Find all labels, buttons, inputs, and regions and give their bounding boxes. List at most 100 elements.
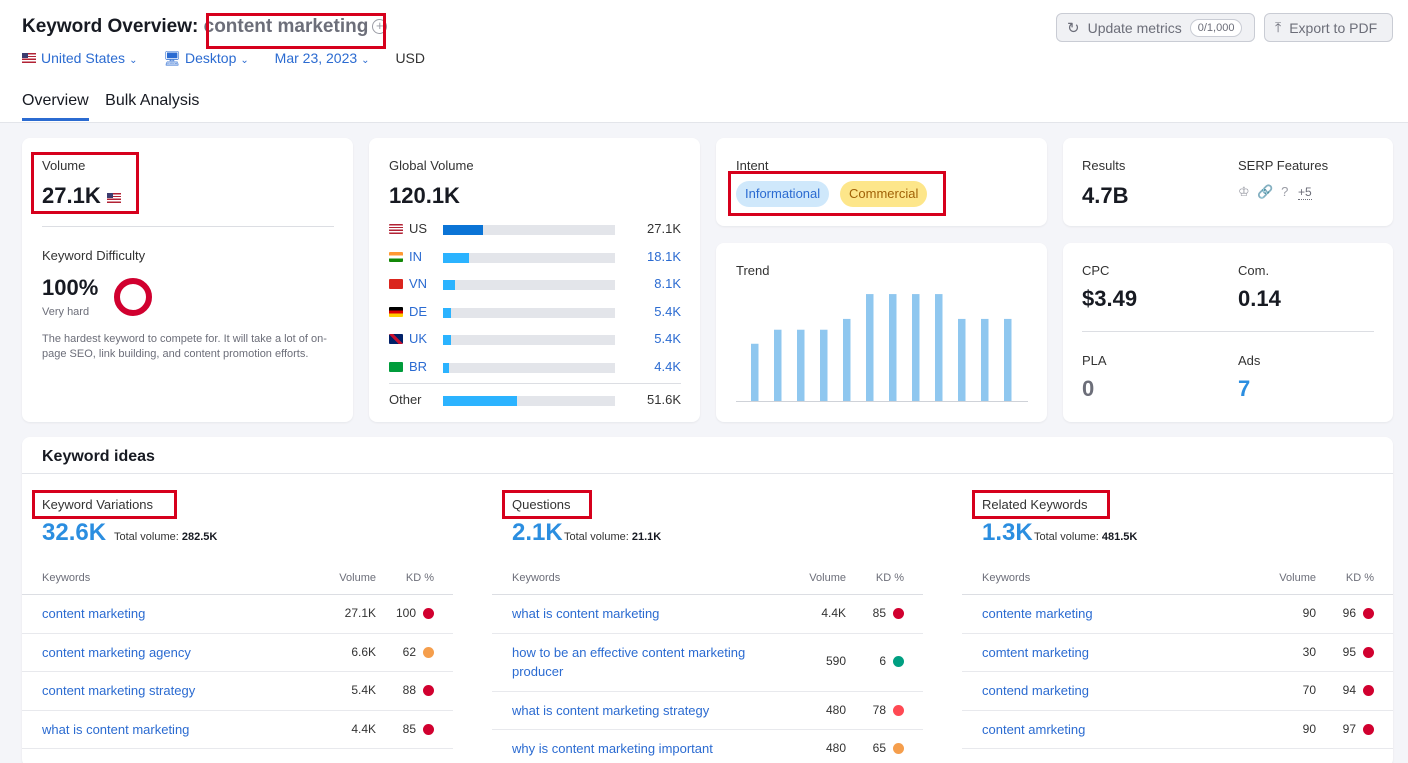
com-value: 0.14 [1238,286,1281,311]
br-flag-icon [389,362,403,372]
ideas-count[interactable]: 1.3K [982,519,1033,546]
divider [389,383,681,384]
trend-bar[interactable] [935,294,943,401]
add-keyword-icon[interactable]: + [372,19,388,34]
trend-bar[interactable] [866,294,874,401]
trend-bar[interactable] [912,294,920,401]
total-volume: Total volume: 21.1K [564,531,661,543]
tab-bulk-analysis[interactable]: Bulk Analysis [105,92,200,109]
total-volume-label: Total volume: [1034,531,1099,543]
bar-fill [443,225,483,235]
trend-bar[interactable] [843,318,851,401]
global-volume-value: 120.1K [389,183,460,208]
keyword-volume: 480 [825,702,846,717]
country-code[interactable]: BR [409,359,428,374]
col-keywords: Keywords [982,572,1031,584]
country-label: United States [41,50,126,66]
serp-feature-icons: ♔ 🔗 ? +5 [1238,184,1312,200]
keyword-link[interactable]: how to be an effective content marketing… [512,644,746,679]
keyword-link[interactable]: what is content marketing strategy [512,702,710,718]
bar-track [443,225,615,235]
keyword-volume: 5.4K [351,683,376,697]
keyword-link[interactable]: contend marketing [982,683,1089,698]
keyword-link[interactable]: what is content marketing [512,606,660,621]
trend-bar[interactable] [889,294,897,401]
keyword-link[interactable]: content marketing [42,606,146,621]
com-label: Com. [1238,263,1270,278]
link-icon: 🔗 [1257,184,1274,199]
trend-bar[interactable] [797,329,805,401]
trend-bar[interactable] [1004,318,1012,401]
col-volume: Volume [339,572,376,584]
keyword-volume: 6.6K [351,644,376,659]
trend-bar[interactable] [981,318,989,401]
title-prefix: Keyword Overview: [22,16,199,37]
keyword-link[interactable]: content marketing strategy [42,683,196,698]
keyword-volume: 480 [825,741,846,755]
country-code[interactable]: VN [409,276,428,292]
total-volume-value: 481.5K [1101,531,1138,543]
bar-fill [443,396,517,406]
volume-label: Volume [42,158,86,173]
global-volume-row: UK 5.4K [389,330,681,348]
trend-bar[interactable] [751,343,759,401]
column-heading[interactable]: Related Keywords [982,497,1088,512]
country-code[interactable]: IN [409,248,422,264]
results-label: Results [1082,158,1126,173]
keyword-link[interactable]: content amrketing [982,721,1086,737]
intent-chip-informational[interactable]: Informational [736,181,830,207]
date-filter[interactable]: Mar 23, 2023 ⌄ [275,50,370,66]
tab-overview[interactable]: Overview [22,92,89,121]
keyword-link[interactable]: content marketing agency [42,644,191,660]
trend-card: Trend [716,243,1047,422]
uk-flag-icon [389,334,403,345]
country-code[interactable]: DE [409,303,428,319]
table-row: content amrketing 90 97 [962,711,1393,749]
country-volume: 5.4K [654,331,681,347]
keyword-volume: 90 [1302,606,1316,620]
ideas-count[interactable]: 2.1K [512,519,563,546]
table-row: contente marketing 90 96 [962,595,1393,634]
country-code[interactable]: UK [409,331,428,347]
col-kd: KD % [1345,572,1374,584]
country-filter[interactable]: United States ⌄ [22,50,137,66]
keyword-link[interactable]: comtent marketing [982,644,1089,660]
trend-bar[interactable] [958,318,966,401]
country-volume: 5.4K [654,303,681,319]
keyword-title: content marketing [203,16,369,37]
volume-number: 27.1K [42,183,101,208]
keyword-link[interactable]: what is content marketing [42,721,190,737]
bar-fill [443,363,450,373]
vn-flag-icon [389,279,403,290]
question-icon: ? [1281,184,1289,199]
global-volume-other-row: Other 51.6K [389,391,681,409]
total-volume-label: Total volume: [564,531,629,543]
keyword-kd: 6 [879,653,886,668]
keyword-link[interactable]: contente marketing [982,606,1093,621]
total-volume-value: 282.5K [181,531,218,543]
ads-label: Ads [1238,353,1261,368]
trend-bar[interactable] [820,329,828,401]
ideas-count[interactable]: 32.6K [42,519,107,546]
bar-fill [443,280,456,291]
table-header: Keywords Volume KD % [492,571,923,595]
total-volume-label: Total volume: [114,531,179,543]
results-value: 4.7B [1082,183,1129,208]
column-heading[interactable]: Keyword Variations [42,497,154,512]
serp-more[interactable]: +5 [1297,185,1312,200]
keyword-kd: 96 [1342,606,1356,620]
keyword-volume: 27.1K [344,606,376,620]
device-filter[interactable]: 🖥 Desktop ⌄ [163,50,248,66]
keyword-link[interactable]: why is content marketing important [512,741,713,756]
ads-value[interactable]: 7 [1238,376,1251,401]
trend-bar[interactable] [774,329,782,401]
column-heading[interactable]: Questions [512,497,571,512]
cpc-label: CPC [1082,263,1110,278]
table-row: what is content marketing strategy 480 78 [492,692,923,730]
export-pdf-button[interactable]: ⤒ Export to PDF [1264,13,1393,42]
keyword-kd: 100 [395,606,416,620]
kd-dot [423,608,434,619]
intent-chip-commercial[interactable]: Commercial [840,181,928,207]
update-metrics-button[interactable]: ↻ Update metrics 0/1,000 [1056,13,1255,42]
bar-track [443,280,615,291]
